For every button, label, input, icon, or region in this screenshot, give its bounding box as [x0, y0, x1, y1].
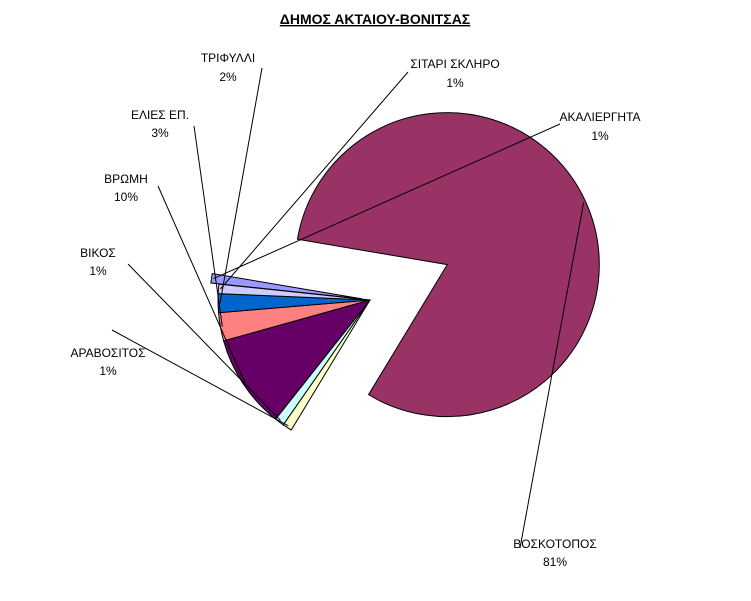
leader-line-3	[127, 263, 281, 421]
slice-percent-label-5: 3%	[151, 126, 169, 140]
slice-name-label-5: ΕΛΙΕΣ ΕΠ.	[131, 108, 189, 122]
pie-slice-0	[210, 272, 363, 300]
slice-name-label-3: ΒΙΚΟΣ	[80, 246, 116, 260]
leader-line-7	[220, 71, 409, 290]
leader-line-4	[157, 185, 246, 384]
slice-name-label-4: ΒΡΩΜΗ	[104, 172, 148, 186]
slice-percent-label-6: 2%	[219, 70, 237, 84]
slice-name-label-6: ΤΡΙΦΥΛΛΙ	[201, 51, 255, 65]
slice-name-label-1: ΒΟΣΚΟΤΟΠΟΣ	[513, 537, 597, 551]
leader-line-0	[213, 123, 561, 280]
slice-name-label-2: ΑΡΑΒΟΣΙΤΟΣ	[70, 346, 145, 360]
leader-line-5	[193, 125, 223, 327]
pie-slice-1	[296, 112, 600, 418]
slice-name-label-0: ΑΚΑΛΙΕΡΓΗΤΑ	[559, 110, 640, 124]
leader-line-1	[519, 202, 585, 549]
leader-line-6	[219, 67, 263, 304]
slice-percent-label-2: 1%	[99, 364, 117, 378]
slice-percent-label-1: 81%	[543, 555, 567, 569]
slice-percent-label-0: 1%	[591, 129, 609, 143]
leader-line-2	[111, 329, 289, 427]
slice-percent-label-3: 1%	[89, 264, 107, 278]
chart-title: ΔΗΜΟΣ ΑΚΤΑΙΟΥ-ΒΟΝΙΤΣΑΣ	[280, 11, 470, 27]
slice-percent-label-7: 1%	[446, 76, 464, 90]
slice-name-label-7: ΣΙΤΑΡΙ ΣΚΛΗΡΟ	[410, 57, 499, 71]
slice-percent-label-4: 10%	[114, 190, 138, 204]
